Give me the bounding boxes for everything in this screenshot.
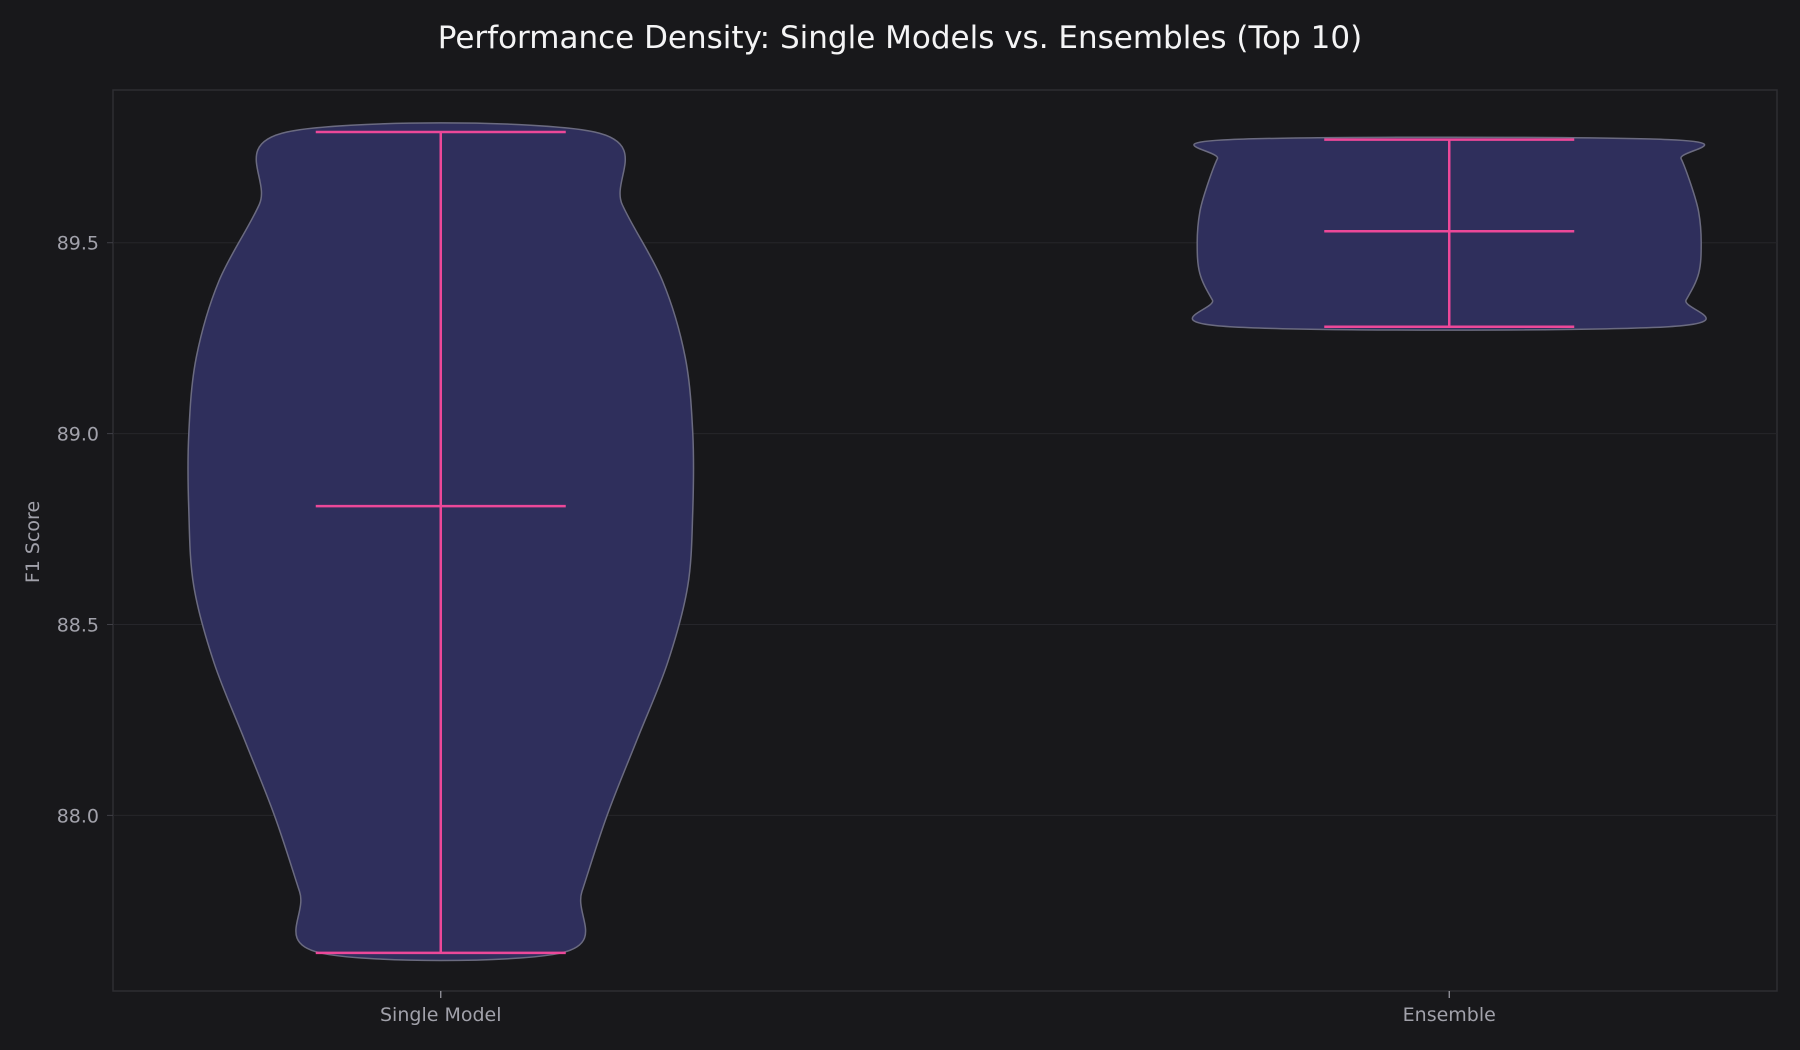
y-axis: 88.0 88.5 89.0 89.5 bbox=[57, 233, 113, 827]
y-tick-label: 89.0 bbox=[57, 424, 99, 446]
y-tick-label: 88.5 bbox=[57, 614, 99, 636]
x-tick-label: Ensemble bbox=[1403, 1004, 1496, 1026]
x-tick-label: Single Model bbox=[380, 1004, 502, 1026]
x-axis: Single Model Ensemble bbox=[380, 991, 1496, 1026]
chart-title: Performance Density: Single Models vs. E… bbox=[438, 20, 1362, 56]
y-tick-label: 88.0 bbox=[57, 805, 99, 827]
plot-area-frame bbox=[112, 89, 1778, 992]
y-tick-label: 89.5 bbox=[57, 233, 99, 255]
violin-layer bbox=[187, 122, 1707, 962]
y-axis-label: F1 Score bbox=[22, 501, 44, 583]
